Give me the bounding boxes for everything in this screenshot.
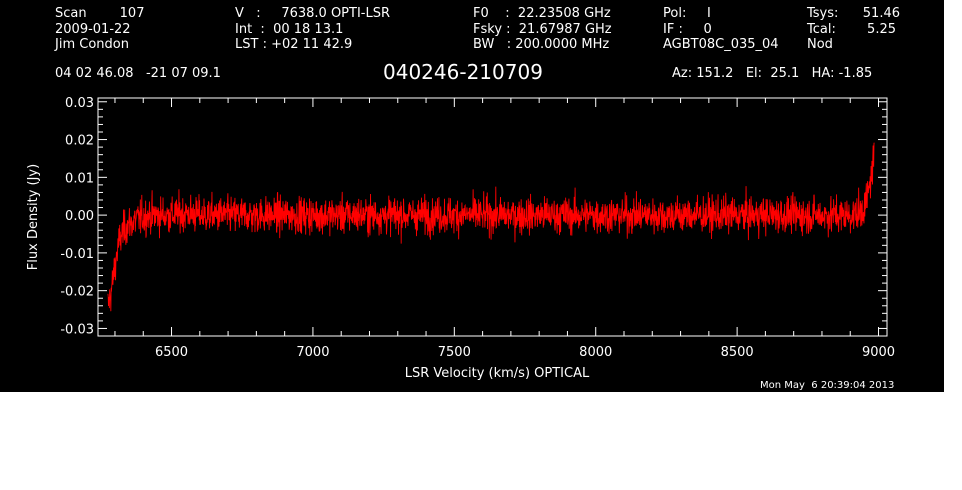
procedure-name: Nod bbox=[807, 37, 833, 52]
scan-number: Scan 107 bbox=[55, 6, 145, 21]
rest-frequency: F0 : 22.23508 GHz bbox=[473, 6, 611, 21]
integration-time: Int : 00 18 13.1 bbox=[235, 22, 344, 37]
spectrum-plot: 6500 7000 7500 8000 8500 9000 -0.03 -0.02 -0.01… bbox=[26, 96, 895, 381]
x-tick-label: 6500 bbox=[155, 345, 188, 360]
spectrum-line bbox=[107, 142, 875, 312]
x-tick-label: 9000 bbox=[862, 345, 895, 360]
source-name: 040246-210709 bbox=[383, 60, 543, 84]
sky-frequency: Fsky : 21.67987 GHz bbox=[473, 22, 612, 37]
x-axis: 6500 7000 7500 8000 8500 9000 bbox=[114, 98, 895, 360]
az-el-ha: Az: 151.2 El: 25.1 HA: -1.85 bbox=[672, 66, 873, 81]
y-axis-label: Flux Density (Jy) bbox=[26, 164, 41, 270]
x-tick-label: 7500 bbox=[438, 345, 471, 360]
tsys-label: Tsys: bbox=[807, 6, 839, 21]
lst-value: LST : +02 11 42.9 bbox=[235, 37, 353, 52]
x-tick-label: 8500 bbox=[721, 345, 754, 360]
y-tick-label: 0.02 bbox=[65, 134, 94, 149]
source-coordinates: 04 02 46.08 -21 07 09.1 bbox=[55, 66, 221, 81]
velocity-info: V : 7638.0 OPTI-LSR bbox=[235, 6, 391, 21]
if-number: IF : 0 bbox=[663, 22, 712, 37]
plot-frame bbox=[97, 97, 888, 337]
tsys-value: 51.46 bbox=[862, 6, 900, 21]
project-id: AGBT08C_035_04 bbox=[663, 37, 779, 52]
y-tick-label: 0.00 bbox=[65, 209, 94, 224]
observer-name: Jim Condon bbox=[55, 37, 129, 52]
observation-date: 2009-01-22 bbox=[55, 22, 131, 37]
tcal-value: 5.25 bbox=[867, 22, 896, 37]
x-tick-label: 8000 bbox=[579, 345, 612, 360]
x-axis-label: LSR Velocity (km/s) OPTICAL bbox=[405, 366, 590, 381]
y-tick-label: 0.03 bbox=[65, 96, 94, 111]
x-tick-label: 7000 bbox=[296, 345, 329, 360]
spectrum-series-layer bbox=[107, 142, 875, 312]
plot-timestamp: Mon May 6 20:39:04 2013 bbox=[760, 380, 895, 391]
polarization: Pol: I bbox=[663, 6, 711, 21]
y-tick-label: -0.01 bbox=[60, 247, 94, 262]
bandwidth: BW : 200.0000 MHz bbox=[473, 37, 610, 52]
y-tick-label: -0.03 bbox=[60, 322, 94, 337]
y-tick-label: 0.01 bbox=[65, 171, 94, 186]
y-tick-label: -0.02 bbox=[60, 285, 94, 300]
y-axis: -0.03 -0.02 -0.01 0.00 0.01 0.02 0.03 bbox=[60, 96, 887, 337]
tcal-label: Tcal: bbox=[807, 22, 836, 37]
spectrum-figure: Scan 107 2009-01-22 Jim Condon V : 7638.… bbox=[0, 0, 944, 392]
